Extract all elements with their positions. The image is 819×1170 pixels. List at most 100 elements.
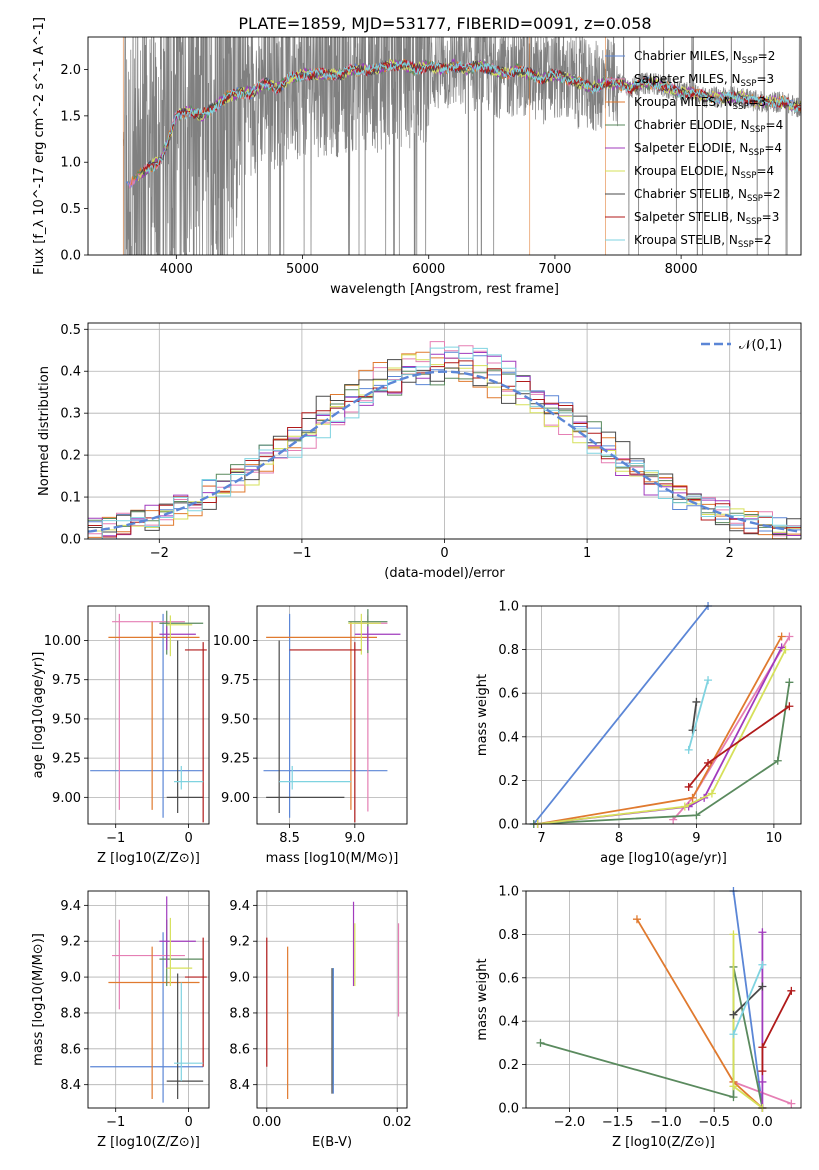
y-tick-label: 9.2 (60, 935, 81, 950)
mass-weight-vs-age-marker-6-1 (692, 697, 701, 706)
mass-weight-vs-Z-series-8 (732, 964, 764, 1035)
mass-weight-vs-Z-x-label: Z [log10(Z/Z⊙)] (612, 1135, 715, 1150)
mass-weight-vs-Z-marker-6-1 (758, 982, 767, 991)
mass-weight-vs-age-series-7 (687, 705, 790, 788)
mass-weight-vs-Z-y-label: mass weight (475, 958, 490, 1040)
y-tick-label: 0.4 (60, 365, 81, 380)
legend-label-7: Salpeter STELIB, NSSP=3 (634, 210, 779, 227)
mass-weight-vs-age-marker-5-2 (707, 789, 716, 798)
x-tick-label: 0 (440, 546, 448, 561)
y-tick-label: 0.8 (498, 928, 519, 943)
residuals-x-label: (data-model)/error (384, 566, 505, 581)
x-tick-label: −1 (292, 546, 311, 561)
mass-weight-vs-age-marker-5-1 (680, 802, 689, 811)
y-tick-label: 9.4 (60, 899, 81, 914)
mass-weight-vs-age-x-label: age [log10(age/yr)] (600, 851, 727, 866)
normal-reference-curve (88, 370, 799, 533)
legend-label-4: Salpeter ELODIE, NSSP=4 (634, 141, 782, 158)
mass-weight-vs-age-plot-area (529, 602, 794, 828)
spectrum-x-label: wavelength [Angstrom, rest frame] (330, 282, 559, 297)
y-tick-label: 0.2 (498, 774, 519, 789)
mass-weight-vs-age-marker-1-2 (785, 632, 794, 641)
y-tick-label: 0.6 (498, 687, 519, 702)
mass-weight-vs-age-marker-3-3 (785, 678, 794, 687)
mass-weight-vs-Z-marker-1-1 (787, 1099, 796, 1108)
y-tick-label: 9.75 (221, 673, 250, 688)
x-tick-label: 2 (726, 546, 734, 561)
mass-weight-vs-age-marker-2-2 (777, 632, 786, 641)
legend-label-8: Kroupa STELIB, NSSP=2 (634, 233, 772, 250)
y-tick-label: 0.0 (498, 818, 519, 833)
mass-vs-EBV-x-label: E(B-V) (312, 1135, 352, 1150)
legend-label-0: Chabrier MILES, NSSP=2 (634, 49, 775, 66)
y-tick-label: 0.1 (60, 491, 81, 506)
mass-weight-vs-age-series-8 (687, 679, 709, 751)
age-vs-Z-plot-area (90, 610, 207, 823)
mass-vs-Z-plot-area (90, 896, 207, 1103)
mass-weight-vs-Z-marker-4-0 (758, 928, 767, 937)
spectrum-legend: Chabrier MILES, NSSP=2 Salpeter MILES, NS… (605, 49, 783, 250)
y-tick-label: 1.5 (60, 109, 81, 124)
mass-vs-EBV-frame (256, 890, 408, 1109)
y-tick-label: 1.0 (498, 600, 519, 615)
x-tick-label: 1 (583, 546, 591, 561)
age-vs-mass-frame (256, 605, 408, 825)
y-tick-label: 0.0 (498, 1102, 519, 1117)
mass-weight-vs-Z-marker-8-1 (758, 960, 767, 969)
mass-vs-Z-axes: −1 0 8.4 8.6 8.8 9.0 9.2 9.4 Z [log10(Z/Z⊙)] mass… (31, 891, 209, 1150)
mass-weight-vs-age-series-3 (533, 682, 791, 825)
mass-vs-EBV-axes: 0.00 0.02 8.4 8.6 8.8 9.0 9.2 9.4 E(B-V) (229, 891, 412, 1150)
x-tick-label: −2.0 (554, 1115, 586, 1130)
y-tick-label: 9.00 (221, 791, 250, 806)
age-vs-mass-x-label: mass [log10(M/M⊙)] (266, 851, 399, 866)
y-tick-label: 0.2 (498, 1058, 519, 1073)
mass-weight-vs-age-marker-8-0 (684, 745, 693, 754)
age-vs-Z-axes: −1 0 9.00 9.25 9.50 9.75 10.00 Z [log10(Z/Z⊙)] a… (31, 606, 209, 866)
legend-label-normal: 𝒩(0,1) (739, 338, 782, 353)
legend-label-6: Chabrier STELIB, NSSP=2 (634, 187, 781, 204)
mass-weight-vs-age-marker-3-2 (773, 756, 782, 765)
y-tick-label: 2.0 (60, 63, 81, 78)
y-tick-label: 8.8 (229, 1006, 250, 1021)
y-tick-label: 9.25 (52, 752, 81, 767)
residual-histogram-7 (88, 360, 801, 538)
mass-weight-vs-Z-series-3 (540, 966, 764, 1109)
x-tick-label: 7 (537, 831, 545, 846)
y-tick-label: 0.4 (498, 1015, 519, 1030)
x-tick-label: 6000 (412, 262, 445, 277)
spectrum-y-label: Flux [f_λ 10^-17 erg cm^-2 s^-1 A^-1] (32, 17, 47, 275)
x-tick-label: −0.5 (698, 1115, 730, 1130)
age-vs-Z-y-label: age [log10(age/yr)] (31, 652, 46, 779)
legend-label-1: Salpeter MILES, NSSP=3 (634, 72, 774, 89)
mass-weight-vs-age-series-6 (691, 701, 698, 731)
age-vs-mass-axes: 8.5 9.0 9.00 9.25 9.50 9.75 10.00 mass [log10(M… (213, 606, 407, 866)
residuals-frame (87, 322, 802, 540)
mass-weight-vs-age-series-5 (537, 649, 787, 825)
panels: 4000 5000 6000 7000 80000.00.51.01.52.0wavel… (31, 17, 802, 1150)
mass-vs-Z-frame (87, 890, 210, 1109)
spectrum-plot-area (122, 37, 801, 255)
mass-weight-vs-age-marker-5-3 (781, 645, 790, 654)
mass-weight-vs-age-marker-7-2 (785, 702, 794, 711)
mass-weight-vs-age-marker-8-1 (704, 676, 713, 685)
legend-label-3: Chabrier ELODIE, NSSP=4 (634, 118, 783, 135)
mass-weight-vs-age-marker-7-1 (704, 758, 713, 767)
y-tick-label: 0.2 (60, 449, 81, 464)
y-tick-label: 9.0 (229, 971, 250, 986)
mass-weight-vs-Z-marker-8-0 (729, 1030, 738, 1039)
y-tick-label: 0.0 (60, 533, 81, 548)
mass-vs-Z-x-label: Z [log10(Z/Z⊙)] (97, 1135, 200, 1150)
x-tick-label: 10 (766, 831, 783, 846)
x-tick-label: −1 (106, 831, 125, 846)
x-tick-label: 8000 (665, 262, 698, 277)
residual-histogram-0 (88, 351, 801, 539)
residuals-y-label: Normed distribution (37, 366, 52, 496)
x-tick-label: 8.5 (279, 831, 300, 846)
y-tick-label: 0.8 (498, 643, 519, 658)
y-tick-label: 0.3 (60, 407, 81, 422)
y-tick-label: 10.00 (44, 634, 81, 649)
age-vs-mass-plot-area (263, 609, 401, 823)
mass-weight-vs-Z-marker-7-2 (787, 986, 796, 995)
y-tick-label: 9.25 (221, 752, 250, 767)
